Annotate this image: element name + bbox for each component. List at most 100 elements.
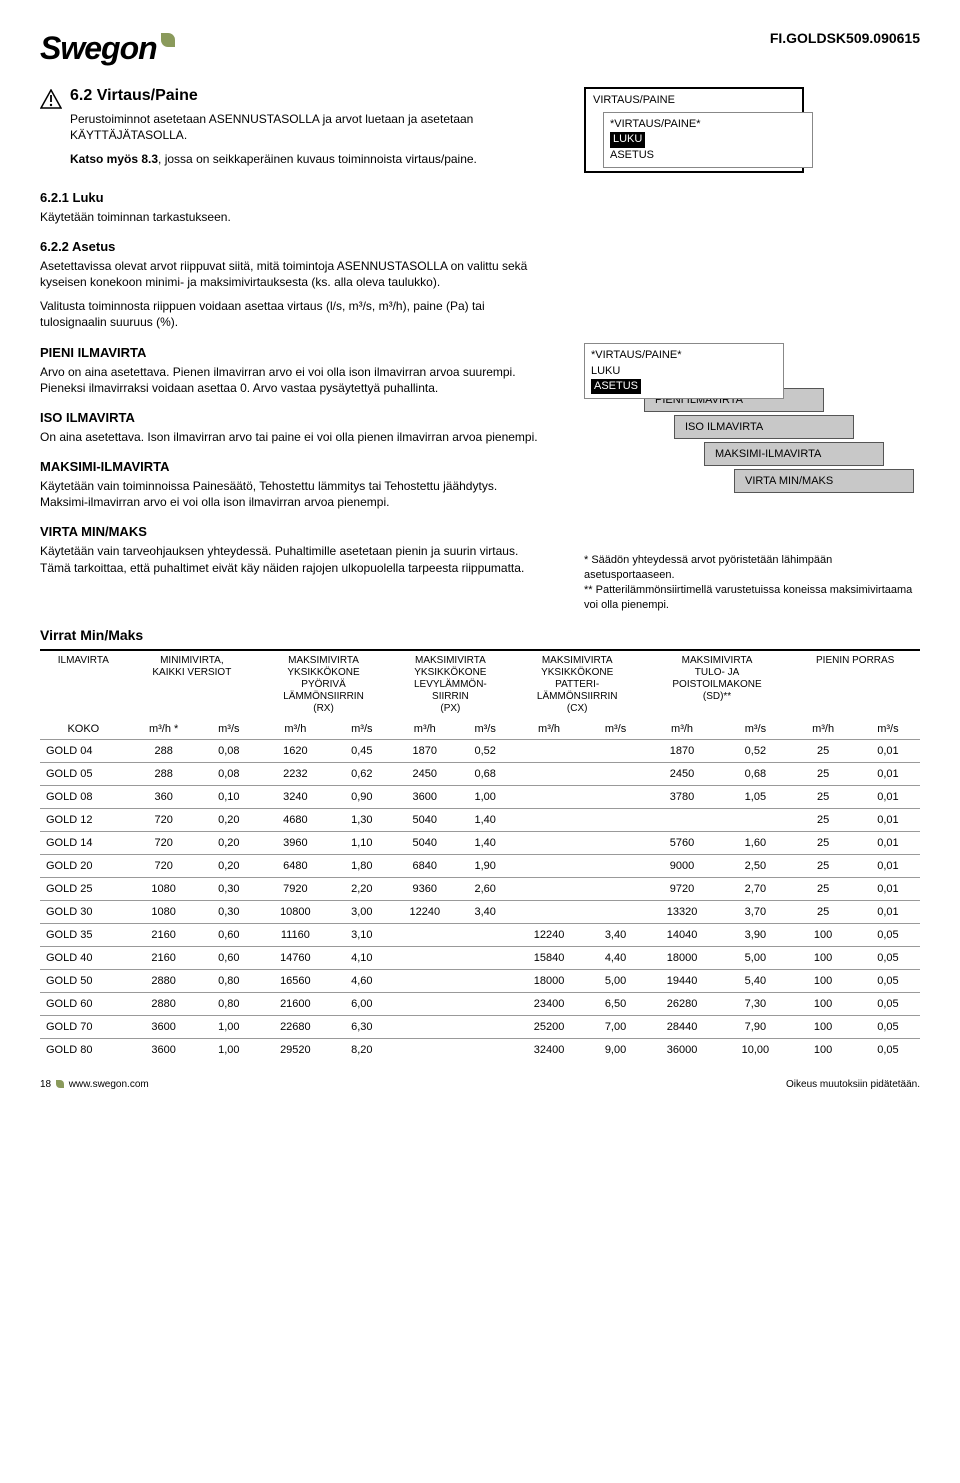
footnote-1: * Säädön yhteydessä arvot pyöristetään l… bbox=[584, 553, 920, 583]
page-footer: 18 www.swegon.com Oikeus muutoksiin pidä… bbox=[40, 1079, 920, 1090]
table-cell: 4680 bbox=[257, 808, 334, 831]
minmaks-p1: Käytetään vain tarveohjauksen yhteydessä… bbox=[40, 543, 544, 575]
table-cell: 100 bbox=[790, 969, 855, 992]
table-row: GOLD 7036001,00226806,30252007,00284407,… bbox=[40, 1015, 920, 1038]
table-cell: 1,00 bbox=[460, 785, 511, 808]
table-row: GOLD 5028800,80165604,60180005,00194405,… bbox=[40, 969, 920, 992]
table-cell: 25 bbox=[790, 762, 855, 785]
table-cell: 0,01 bbox=[856, 854, 920, 877]
table-cell: 0,01 bbox=[856, 808, 920, 831]
table-cell bbox=[587, 900, 643, 923]
table-row: GOLD 127200,2046801,3050401,40250,01 bbox=[40, 808, 920, 831]
table-cell: 720 bbox=[127, 831, 201, 854]
table-cell: 25 bbox=[790, 877, 855, 900]
table-cell: 0,05 bbox=[856, 1015, 920, 1038]
table-cell: 3,90 bbox=[720, 923, 790, 946]
table-cell: 0,01 bbox=[856, 877, 920, 900]
table-cell: 5,40 bbox=[720, 969, 790, 992]
unit-m3h: m³/h * bbox=[127, 719, 201, 740]
table-cell: 1,40 bbox=[460, 831, 511, 854]
footer-right: Oikeus muutoksiin pidätetään. bbox=[786, 1079, 920, 1090]
section-6-2-2-title: 6.2.2 Asetus bbox=[40, 239, 544, 254]
table-cell: 1,40 bbox=[460, 808, 511, 831]
pieni-title: PIENI ILMAVIRTA bbox=[40, 345, 544, 360]
table-cell: 3960 bbox=[257, 831, 334, 854]
table-cell: 0,68 bbox=[720, 762, 790, 785]
table-cell bbox=[511, 808, 588, 831]
table-cell bbox=[460, 946, 511, 969]
table-cell: 19440 bbox=[644, 969, 721, 992]
table-cell: 25 bbox=[790, 785, 855, 808]
table-row: GOLD 207200,2064801,8068401,9090002,5025… bbox=[40, 854, 920, 877]
table-cell bbox=[587, 854, 643, 877]
table-cell: 100 bbox=[790, 946, 855, 969]
table-cell: 0,10 bbox=[201, 785, 257, 808]
table-cell: 288 bbox=[127, 739, 201, 762]
unit-m3h: m³/h bbox=[511, 719, 588, 740]
table-cell: 1,80 bbox=[334, 854, 390, 877]
table-cell: 6,00 bbox=[334, 992, 390, 1015]
table-cell: 3,40 bbox=[587, 923, 643, 946]
table-cell bbox=[587, 877, 643, 900]
right-column: VIRTAUS/PAINE *VIRTAUS/PAINE* LUKU ASETU… bbox=[584, 87, 920, 613]
table-cell: 10,00 bbox=[720, 1038, 790, 1061]
table-row: GOLD 4021600,60147604,10158404,40180005,… bbox=[40, 946, 920, 969]
table-cell: 2232 bbox=[257, 762, 334, 785]
table-cell: 36000 bbox=[644, 1038, 721, 1061]
table-cell: 1620 bbox=[257, 739, 334, 762]
table-cell: GOLD 40 bbox=[40, 946, 127, 969]
table-cell: 14760 bbox=[257, 946, 334, 969]
table-cell bbox=[511, 877, 588, 900]
th-ilmavirta: ILMAVIRTA bbox=[40, 650, 127, 719]
table-row: GOLD 042880,0816200,4518700,5218700,5225… bbox=[40, 739, 920, 762]
table-cell: 0,08 bbox=[201, 739, 257, 762]
table-cell: 29520 bbox=[257, 1038, 334, 1061]
table-cell bbox=[460, 992, 511, 1015]
table-cell: 13320 bbox=[644, 900, 721, 923]
th-minimivirta: MINIMIVIRTA, KAIKKI VERSIOT bbox=[127, 650, 257, 719]
table-cell: 0,80 bbox=[201, 992, 257, 1015]
table-cell: 4,40 bbox=[587, 946, 643, 969]
table-cell: GOLD 08 bbox=[40, 785, 127, 808]
unit-m3s: m³/s bbox=[334, 719, 390, 740]
table-cell: 6,30 bbox=[334, 1015, 390, 1038]
table-cell bbox=[587, 831, 643, 854]
table-cell: GOLD 50 bbox=[40, 969, 127, 992]
th-cx: MAKSIMIVIRTA YKSIKKÖKONE PATTERI- LÄMMÖN… bbox=[511, 650, 644, 719]
menu1-line2-selected: LUKU bbox=[610, 132, 645, 147]
th-rx: MAKSIMIVIRTA YKSIKKÖKONE PYÖRIVÄ LÄMMÖNS… bbox=[257, 650, 390, 719]
th-sd: MAKSIMIVIRTA TULO- JA POISTOILMAKONE (SD… bbox=[644, 650, 791, 719]
section-6-2-p1: Perustoiminnot asetetaan ASENNUSTASOLLA … bbox=[70, 111, 544, 143]
table-cell: 0,80 bbox=[201, 969, 257, 992]
table-cell bbox=[720, 808, 790, 831]
table-cell: 10800 bbox=[257, 900, 334, 923]
table-cell: 2,50 bbox=[720, 854, 790, 877]
table-cell bbox=[587, 785, 643, 808]
table-cell: 3600 bbox=[127, 1015, 201, 1038]
table-cell: 100 bbox=[790, 1015, 855, 1038]
table-cell: 12240 bbox=[511, 923, 588, 946]
table-cell: 25 bbox=[790, 808, 855, 831]
table-cell: 0,05 bbox=[856, 992, 920, 1015]
table-cell: 0,20 bbox=[201, 831, 257, 854]
table-cell: 23400 bbox=[511, 992, 588, 1015]
table-cell: 288 bbox=[127, 762, 201, 785]
table-cell bbox=[511, 785, 588, 808]
footer-leaf-icon bbox=[56, 1080, 64, 1088]
table-cell: 0,01 bbox=[856, 739, 920, 762]
table-cell: 1,10 bbox=[334, 831, 390, 854]
table-cell: 0,08 bbox=[201, 762, 257, 785]
th-px: MAKSIMIVIRTA YKSIKKÖKONE LEVYLÄMMÖN- SII… bbox=[390, 650, 511, 719]
cascade-box-4: VIRTA MIN/MAKS bbox=[734, 469, 914, 493]
table-cell: 8,20 bbox=[334, 1038, 390, 1061]
table-cell: 9720 bbox=[644, 877, 721, 900]
page-header: Swegon FI.GOLDSK509.090615 bbox=[40, 30, 920, 67]
table-cell: 720 bbox=[127, 854, 201, 877]
table-cell: 2450 bbox=[390, 762, 460, 785]
table-cell: 25 bbox=[790, 854, 855, 877]
unit-m3h: m³/h bbox=[644, 719, 721, 740]
table-cell: 0,30 bbox=[201, 900, 257, 923]
table-cell: 5040 bbox=[390, 808, 460, 831]
footer-url: www.swegon.com bbox=[69, 1079, 149, 1090]
menu1-line3: ASETUS bbox=[610, 148, 806, 163]
